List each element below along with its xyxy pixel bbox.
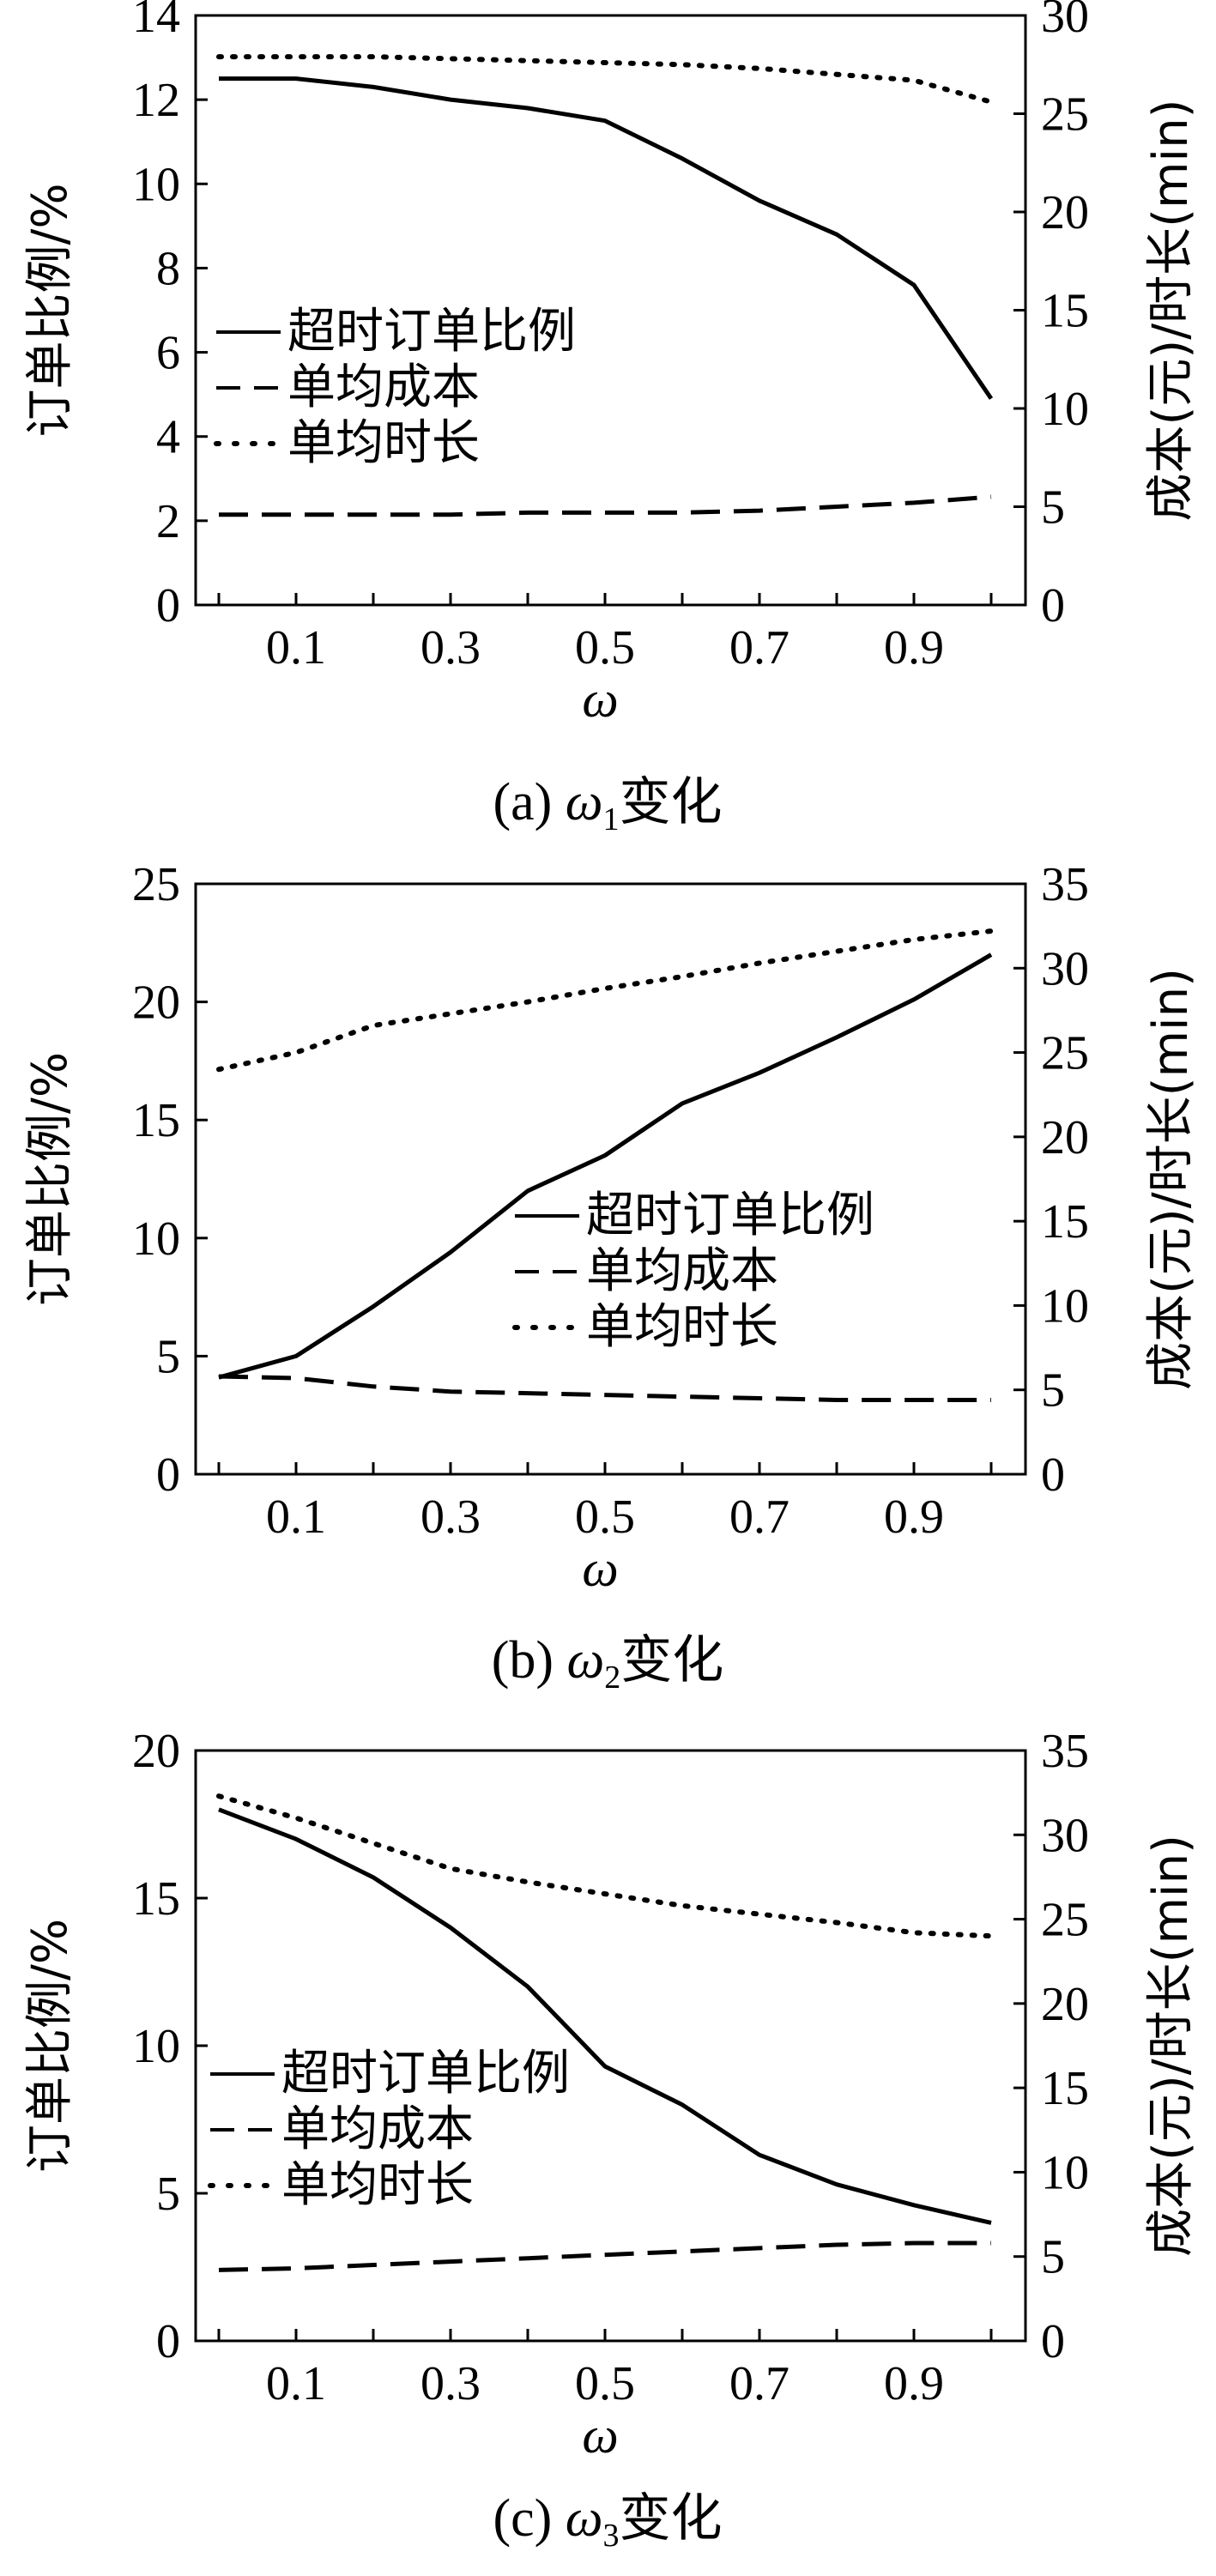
right-tick-label: 20 — [1041, 1978, 1089, 2031]
series-line-3 — [216, 928, 994, 1073]
legend-label: 单均成本 — [287, 360, 480, 415]
x-tick-label: 0.1 — [266, 1491, 326, 1544]
right-tick-label: 15 — [1041, 2062, 1089, 2115]
left-tick-label: 4 — [156, 411, 180, 464]
legend-label: 超时订单比例 — [287, 304, 576, 360]
right-tick-label: 10 — [1041, 1279, 1089, 1333]
left-tick-label: 5 — [156, 1330, 180, 1383]
left-tick-label: 2 — [156, 495, 180, 548]
legend-label: 超时订单比例 — [281, 2046, 570, 2101]
series-line-3 — [216, 54, 994, 105]
series-line-1 — [219, 76, 994, 400]
left-tick-label: 10 — [132, 158, 180, 211]
left-tick-label: 10 — [132, 1212, 180, 1266]
legend-label: 单均时长 — [586, 1299, 778, 1355]
x-tick-label: 0.5 — [575, 2357, 635, 2410]
series-line-2 — [219, 494, 992, 517]
left-tick-label: 8 — [156, 242, 180, 295]
x-tick-label: 0.1 — [266, 621, 326, 674]
left-tick-label: 6 — [156, 327, 180, 380]
right-tick-label: 5 — [1041, 1364, 1065, 1418]
right-tick-label: 10 — [1041, 2146, 1089, 2199]
left-tick-label: 15 — [132, 1872, 180, 1926]
x-axis-label: ω — [582, 2407, 618, 2464]
x-tick-label: 0.9 — [884, 2357, 944, 2410]
left-tick-label: 20 — [132, 977, 180, 1030]
right-tick-label: 0 — [1041, 2315, 1065, 2368]
series-line-1 — [218, 1807, 992, 2225]
right-tick-label: 15 — [1041, 285, 1089, 338]
right-tick-label: 0 — [1041, 1448, 1065, 1502]
legend-label: 单均时长 — [281, 2157, 474, 2213]
right-tick-label: 20 — [1041, 186, 1089, 239]
x-tick-label: 0.3 — [420, 621, 481, 674]
right-tick-label: 10 — [1041, 383, 1089, 436]
panel-caption: (a) ω1变化 — [493, 772, 722, 838]
legend-label: 单均时长 — [287, 415, 480, 471]
left-tick-label: 15 — [132, 1094, 180, 1147]
x-tick-label: 0.5 — [575, 1491, 635, 1544]
x-tick-label: 0.9 — [884, 621, 944, 674]
x-tick-label: 0.7 — [729, 2357, 789, 2410]
left-axis-label: 订单比例/% — [22, 183, 78, 437]
right-tick-label: 35 — [1041, 858, 1089, 911]
right-tick-label: 25 — [1041, 1027, 1089, 1080]
left-tick-label: 12 — [132, 74, 180, 127]
right-tick-label: 30 — [1041, 1809, 1089, 1862]
panel-caption: (c) ω3变化 — [493, 2488, 722, 2554]
right-tick-label: 25 — [1041, 1894, 1089, 1947]
legend-label: 单均成本 — [281, 2101, 474, 2157]
chart-panel-2: 0 5 10 15 20 25 0 5 10 15 20 25 30 35 0.1 0.3 0.5 0.7 0.9 ω… — [22, 858, 1199, 1696]
x-tick-label: 0.3 — [420, 1491, 481, 1544]
x-tick-label: 0.5 — [575, 621, 635, 674]
x-tick-label: 0.3 — [420, 2357, 481, 2410]
left-tick-label: 0 — [156, 579, 180, 632]
legend-label: 超时订单比例 — [586, 1188, 874, 1243]
left-tick-label: 20 — [132, 1725, 180, 1778]
right-tick-label: 0 — [1041, 579, 1065, 632]
plot-frame — [194, 882, 1027, 1476]
right-tick-label: 30 — [1041, 0, 1089, 43]
right-tick-label: 15 — [1041, 1195, 1089, 1249]
panel-caption: (b) ω2变化 — [492, 1630, 724, 1696]
series-line-3 — [216, 1793, 994, 1939]
series-line-2 — [218, 1374, 991, 1402]
left-tick-label: 5 — [156, 2168, 180, 2221]
right-tick-label: 20 — [1041, 1111, 1089, 1164]
legend-label: 单均成本 — [586, 1243, 778, 1299]
left-tick-label: 14 — [132, 0, 180, 43]
right-tick-label: 5 — [1041, 2231, 1065, 2284]
right-tick-label: 25 — [1041, 88, 1089, 142]
right-tick-label: 5 — [1041, 481, 1065, 535]
x-axis-label: ω — [582, 671, 618, 728]
right-axis-label: 成本(元)/时长(min) — [1143, 968, 1199, 1390]
x-tick-label: 0.7 — [729, 621, 789, 674]
series-line-1 — [218, 952, 993, 1380]
left-axis-label: 订单比例/% — [22, 1052, 78, 1306]
x-tick-label: 0.7 — [729, 1491, 789, 1544]
left-axis-label: 订单比例/% — [22, 1919, 78, 2173]
left-tick-label: 25 — [132, 858, 180, 911]
right-axis-label: 成本(元)/时长(min) — [1143, 100, 1199, 522]
x-axis-label: ω — [582, 1540, 618, 1597]
left-tick-label: 0 — [156, 1448, 180, 1502]
right-axis-label: 成本(元)/时长(min) — [1143, 1835, 1199, 2257]
right-tick-label: 35 — [1041, 1725, 1089, 1778]
x-tick-label: 0.9 — [884, 1491, 944, 1544]
series-line-2 — [218, 2240, 991, 2272]
left-tick-label: 10 — [132, 2020, 180, 2073]
chart-panel-1: 0 2 4 6 8 10 12 14 0 5 10 15 20 25 30 0.1 0.3 0.5 0.7 0.9 ω 订… — [22, 0, 1199, 838]
left-tick-label: 0 — [156, 2315, 180, 2368]
right-tick-label: 30 — [1041, 942, 1089, 995]
x-tick-label: 0.1 — [266, 2357, 326, 2410]
chart-panel-3: 0 5 10 15 20 0 5 10 15 20 25 30 35 0.1 0.3 0.5 0.7 0.9 ω 订单… — [22, 1725, 1199, 2554]
